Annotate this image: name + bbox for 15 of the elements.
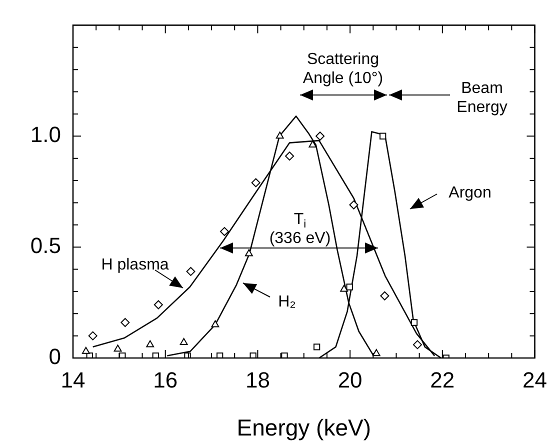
y-tick-label: 0.5: [30, 233, 61, 258]
x-tick-label: 20: [338, 367, 362, 392]
annotation: Beam Energy: [456, 80, 508, 116]
annotation: H₂: [278, 293, 296, 310]
annotation: Argon: [448, 184, 492, 202]
x-tick-label: 22: [430, 367, 455, 392]
x-tick-label: 24: [522, 367, 548, 392]
x-tick-label: 18: [245, 367, 270, 392]
x-axis-title: Energy (keV): [236, 414, 371, 441]
y-tick-label: 1.0: [30, 122, 61, 148]
x-tick-label: 16: [153, 367, 178, 392]
x-tick-label: 14: [60, 367, 86, 392]
y-tick-label: 0: [48, 344, 61, 370]
annotation: H plasma: [101, 256, 169, 274]
annotation: Scattering Angle (10°): [302, 50, 384, 87]
